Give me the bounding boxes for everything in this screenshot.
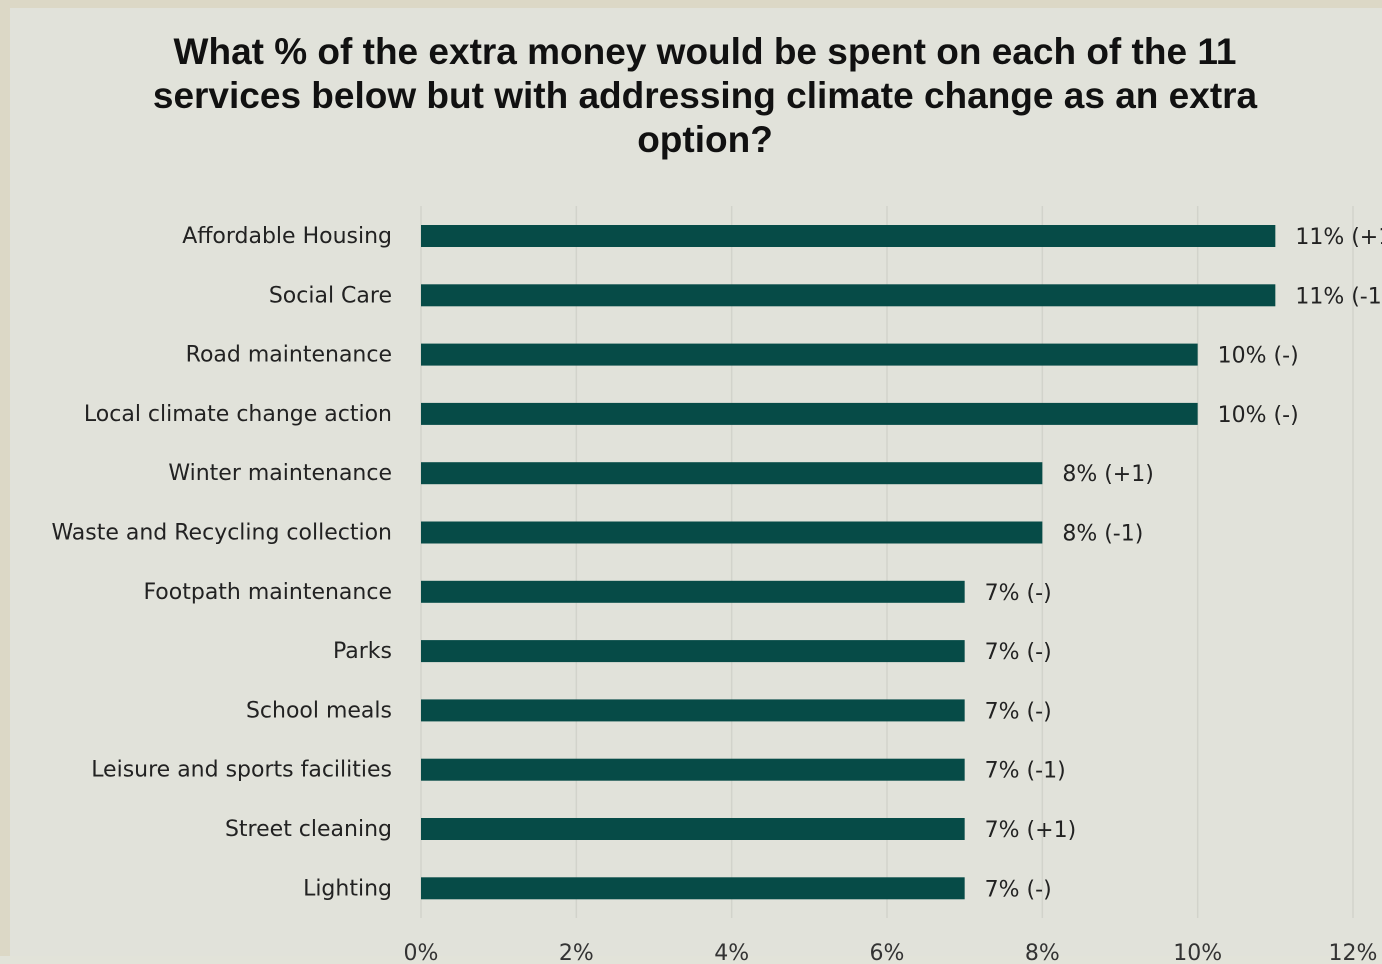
bar [421,699,965,722]
bar-chart: Affordable Housing Social Care Road mainte… [51,206,1382,964]
data-label: 8% (+1) [1062,462,1154,487]
bar [421,640,965,663]
bar [421,877,965,900]
data-labels: 11% (+1) 11% (-1) 10% (-) 10% (-) 8% (+1) 8% … [985,225,1382,902]
bar [421,521,1043,544]
category-label: Road maintenance [186,343,392,368]
x-tick-label: 0% [404,941,439,964]
category-label: School meals [246,698,392,723]
data-label: 11% (-1) [1295,284,1382,309]
category-label: Affordable Housing [182,224,392,249]
x-tick-label: 10% [1173,941,1222,964]
bar [421,225,1276,247]
x-tick-label: 12% [1329,941,1378,964]
data-label: 7% (-) [985,581,1052,606]
bar [421,343,1198,366]
data-label: 7% (+1) [985,818,1077,843]
x-tick-label: 6% [870,941,905,964]
data-label: 7% (-) [985,877,1052,902]
data-label: 10% (-) [1218,344,1299,369]
bar [421,758,965,781]
bar [421,284,1276,307]
data-label: 10% (-) [1218,403,1299,428]
data-label: 7% (-) [985,640,1052,665]
category-label: Lighting [303,876,392,901]
x-tick-label: 8% [1025,941,1060,964]
bar [421,462,1043,485]
bar [421,818,965,840]
category-label: Local climate change action [84,402,392,427]
gridlines [420,206,1354,918]
data-label: 8% (-1) [1062,522,1143,547]
category-label: Footpath maintenance [143,580,392,605]
category-labels: Affordable Housing Social Care Road mainte… [51,224,392,901]
data-label: 7% (-) [985,699,1052,724]
bars [421,225,1276,900]
category-label: Winter maintenance [168,461,392,486]
category-label: Leisure and sports facilities [91,758,392,783]
chart-title: What % of the extra money would be spent… [152,31,1258,160]
category-label: Street cleaning [225,817,392,842]
x-tick-label: 2% [559,941,594,964]
category-label: Social Care [269,283,392,308]
x-axis-ticks: 0% 2% 4% 6% 8% 10% 12% [404,941,1378,964]
data-label: 7% (-1) [985,759,1066,784]
category-label: Parks [333,639,392,664]
bar [421,402,1198,425]
category-label: Waste and Recycling collection [51,521,392,546]
bar [421,580,965,603]
x-tick-label: 4% [714,941,749,964]
data-label: 11% (+1) [1295,225,1382,250]
